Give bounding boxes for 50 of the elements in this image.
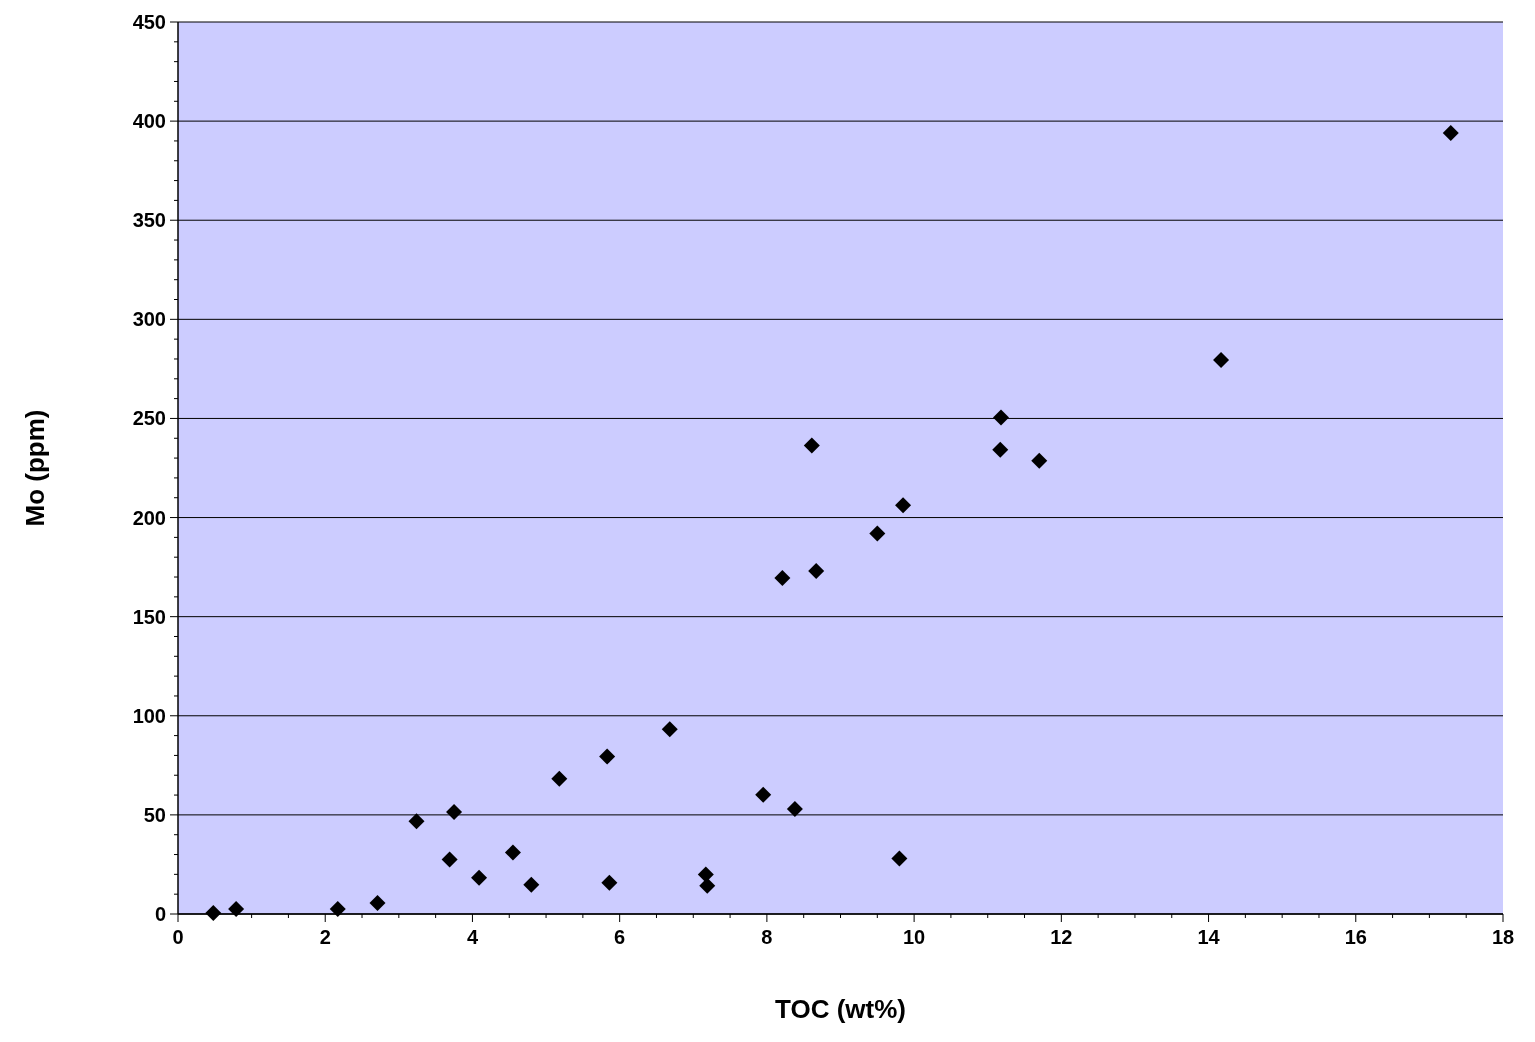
y-tick-label: 400 (132, 110, 166, 133)
y-tick-label: 200 (132, 506, 166, 529)
x-tick-label: 12 (1050, 926, 1073, 948)
point (441, 851, 458, 868)
x-tick-label: 8 (761, 926, 773, 948)
point (895, 497, 912, 514)
x-tick-label: 0 (172, 926, 184, 948)
point (755, 786, 772, 803)
y-tick-label: 350 (132, 209, 166, 232)
x-tick-label: 16 (1344, 926, 1367, 948)
point (891, 850, 908, 867)
x-tick-label: 4 (466, 926, 479, 948)
point (786, 800, 803, 817)
point (1442, 125, 1459, 141)
point (369, 894, 386, 911)
y-tick-label: 300 (132, 308, 166, 331)
point (992, 441, 1009, 458)
x-tick-label: 10 (902, 926, 926, 948)
point (471, 869, 488, 886)
point (808, 562, 825, 579)
x-axis-title: TOC (wt%) (775, 994, 906, 1024)
point (869, 525, 886, 542)
point (408, 813, 425, 830)
point (774, 570, 791, 587)
point (329, 901, 346, 918)
point (523, 876, 540, 893)
y-tick-label: 100 (132, 704, 166, 727)
x-tick-label: 18 (1491, 926, 1515, 948)
x-tick-label: 6 (614, 926, 626, 948)
y-tick-label: 0 (154, 903, 166, 925)
point (661, 721, 678, 738)
point (599, 748, 616, 765)
point (228, 901, 245, 918)
point (446, 804, 463, 821)
point (504, 844, 521, 861)
point (1213, 351, 1230, 368)
y-tick-label: 150 (132, 605, 166, 628)
y-tick-label: 250 (132, 407, 166, 430)
point (803, 437, 820, 454)
x-tick-label: 14 (1197, 926, 1221, 948)
point (551, 770, 568, 787)
point (601, 874, 618, 891)
y-tick-label: 450 (132, 11, 166, 33)
point (205, 905, 222, 922)
point (1031, 452, 1048, 469)
y-axis-title: Mo (ppm) (20, 409, 50, 527)
y-tick-label: 50 (143, 803, 166, 826)
point (699, 877, 716, 894)
point (992, 409, 1009, 426)
x-tick-label: 2 (319, 926, 331, 948)
